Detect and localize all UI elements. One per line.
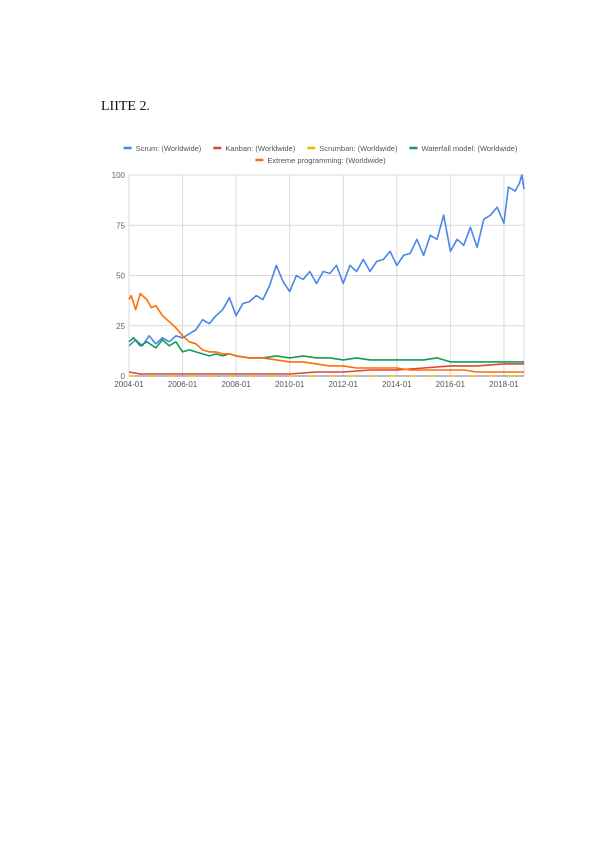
legend-row: Extreme programming: (Worldwide) xyxy=(255,156,386,165)
x-tick-label: 2014-01 xyxy=(382,380,412,389)
legend-item: Scrumban: (Worldwide) xyxy=(307,144,398,153)
legend: Scrum: (Worldwide) Kanban: (Worldwide) Scr… xyxy=(123,144,518,165)
legend-label: Extreme programming: (Worldwide) xyxy=(267,156,386,165)
x-tick-label: 2010-01 xyxy=(275,380,305,389)
series-line xyxy=(128,174,525,347)
page-heading: LIITE 2. xyxy=(101,99,150,114)
legend-label: Kanban: (Worldwide) xyxy=(225,144,295,153)
x-tick-label: 2016-01 xyxy=(436,380,466,389)
y-tick-label: 50 xyxy=(116,272,125,281)
y-tick-label: 25 xyxy=(116,322,125,331)
legend-item: Extreme programming: (Worldwide) xyxy=(255,156,386,165)
y-tick-label: 100 xyxy=(112,171,126,180)
y-tick-label: 0 xyxy=(121,372,126,381)
legend-label: Scrumban: (Worldwide) xyxy=(319,144,398,153)
series-line xyxy=(128,337,524,363)
x-tick-label: 2012-01 xyxy=(329,380,359,389)
legend-label: Scrum: (Worldwide) xyxy=(136,144,202,153)
chart-series xyxy=(128,174,525,377)
series-line xyxy=(128,292,524,373)
chart-grid xyxy=(128,174,525,377)
x-tick-label: 2018-01 xyxy=(489,380,519,389)
series-line xyxy=(128,363,524,375)
legend-item: Scrum: (Worldwide) xyxy=(123,144,202,153)
y-tick-label: 75 xyxy=(116,221,125,230)
x-tick-label: 2006-01 xyxy=(168,380,198,389)
legend-row: Scrum: (Worldwide) Kanban: (Worldwide) Scr… xyxy=(123,144,518,153)
x-tick-label: 2004-01 xyxy=(114,380,144,389)
legend-label: Waterfall model: (Worldwide) xyxy=(421,144,517,153)
chart-svg: Scrum: (Worldwide) Kanban: (Worldwide) Scr… xyxy=(112,144,525,389)
legend-item: Waterfall model: (Worldwide) xyxy=(409,144,518,153)
x-tick-label: 2008-01 xyxy=(221,380,251,389)
trend-chart: Scrum: (Worldwide) Kanban: (Worldwide) Scr… xyxy=(108,138,533,398)
legend-item: Kanban: (Worldwide) xyxy=(213,144,296,153)
